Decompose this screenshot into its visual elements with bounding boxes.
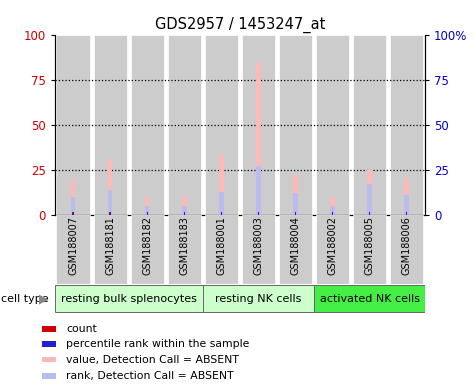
Text: GSM188001: GSM188001 <box>216 217 227 275</box>
Text: GSM188005: GSM188005 <box>364 217 375 275</box>
Bar <box>57 35 90 215</box>
Text: rank, Detection Call = ABSENT: rank, Detection Call = ABSENT <box>66 371 234 381</box>
Bar <box>404 179 409 215</box>
Text: GSM188006: GSM188006 <box>401 217 412 275</box>
Text: ▶: ▶ <box>39 292 49 305</box>
Bar <box>71 197 76 215</box>
Text: GSM188002: GSM188002 <box>327 217 338 275</box>
Bar <box>220 212 222 215</box>
Bar <box>145 197 150 215</box>
Bar <box>146 212 148 215</box>
Bar <box>94 215 127 284</box>
Bar <box>219 156 224 215</box>
Bar <box>314 285 425 312</box>
Bar <box>404 195 409 215</box>
Bar <box>367 184 372 215</box>
Bar <box>367 170 372 215</box>
Bar <box>205 35 238 215</box>
Bar <box>390 35 423 215</box>
Bar <box>294 212 296 215</box>
Bar <box>182 206 187 215</box>
Bar <box>293 175 298 215</box>
Bar <box>257 212 259 215</box>
Bar <box>369 212 370 215</box>
Bar <box>221 212 222 215</box>
Bar <box>316 215 349 284</box>
Bar <box>390 215 423 284</box>
Bar <box>242 35 275 215</box>
Bar <box>183 212 185 215</box>
Bar <box>242 215 275 284</box>
Bar <box>256 166 261 215</box>
Bar <box>42 357 57 362</box>
Bar <box>316 35 349 215</box>
Bar <box>168 215 201 284</box>
Text: activated NK cells: activated NK cells <box>320 293 419 304</box>
Text: count: count <box>66 324 97 334</box>
Bar <box>279 215 312 284</box>
Bar <box>293 194 298 215</box>
Text: GSM188007: GSM188007 <box>68 217 78 275</box>
Text: GSM188181: GSM188181 <box>105 217 115 275</box>
Bar <box>73 212 74 215</box>
Bar <box>406 212 407 215</box>
Bar <box>353 215 386 284</box>
Bar <box>42 373 57 379</box>
Bar <box>145 206 150 215</box>
Title: GDS2957 / 1453247_at: GDS2957 / 1453247_at <box>155 17 325 33</box>
Bar <box>279 35 312 215</box>
Bar <box>295 212 296 215</box>
Bar <box>147 212 148 215</box>
Text: GSM188004: GSM188004 <box>290 217 301 275</box>
Bar <box>406 212 408 215</box>
Text: GSM188182: GSM188182 <box>142 217 152 275</box>
Bar <box>332 212 333 215</box>
Bar <box>94 35 127 215</box>
Text: resting bulk splenocytes: resting bulk splenocytes <box>61 293 197 304</box>
Bar <box>131 215 164 284</box>
Bar <box>256 62 261 215</box>
Bar <box>258 212 259 215</box>
Bar <box>108 159 113 215</box>
Bar <box>42 326 57 332</box>
Bar <box>219 192 224 215</box>
Bar <box>168 35 201 215</box>
Bar <box>108 190 113 215</box>
Bar <box>330 206 335 215</box>
Bar <box>72 212 74 215</box>
Bar <box>353 35 386 215</box>
Bar <box>57 215 90 284</box>
Bar <box>369 212 370 215</box>
Text: GSM188003: GSM188003 <box>253 217 264 275</box>
Bar <box>184 212 185 215</box>
Bar <box>131 35 164 215</box>
Text: percentile rank within the sample: percentile rank within the sample <box>66 339 249 349</box>
Bar <box>71 179 76 215</box>
Bar <box>205 215 238 284</box>
Bar <box>203 285 314 312</box>
Bar <box>330 197 335 215</box>
Bar <box>42 341 57 347</box>
Text: GSM188183: GSM188183 <box>179 217 190 275</box>
Bar <box>332 212 333 215</box>
Bar <box>109 212 111 215</box>
Bar <box>182 197 187 215</box>
Text: value, Detection Call = ABSENT: value, Detection Call = ABSENT <box>66 355 239 365</box>
Bar <box>55 285 203 312</box>
Text: resting NK cells: resting NK cells <box>215 293 302 304</box>
Bar <box>110 212 111 215</box>
Text: cell type: cell type <box>1 294 49 304</box>
